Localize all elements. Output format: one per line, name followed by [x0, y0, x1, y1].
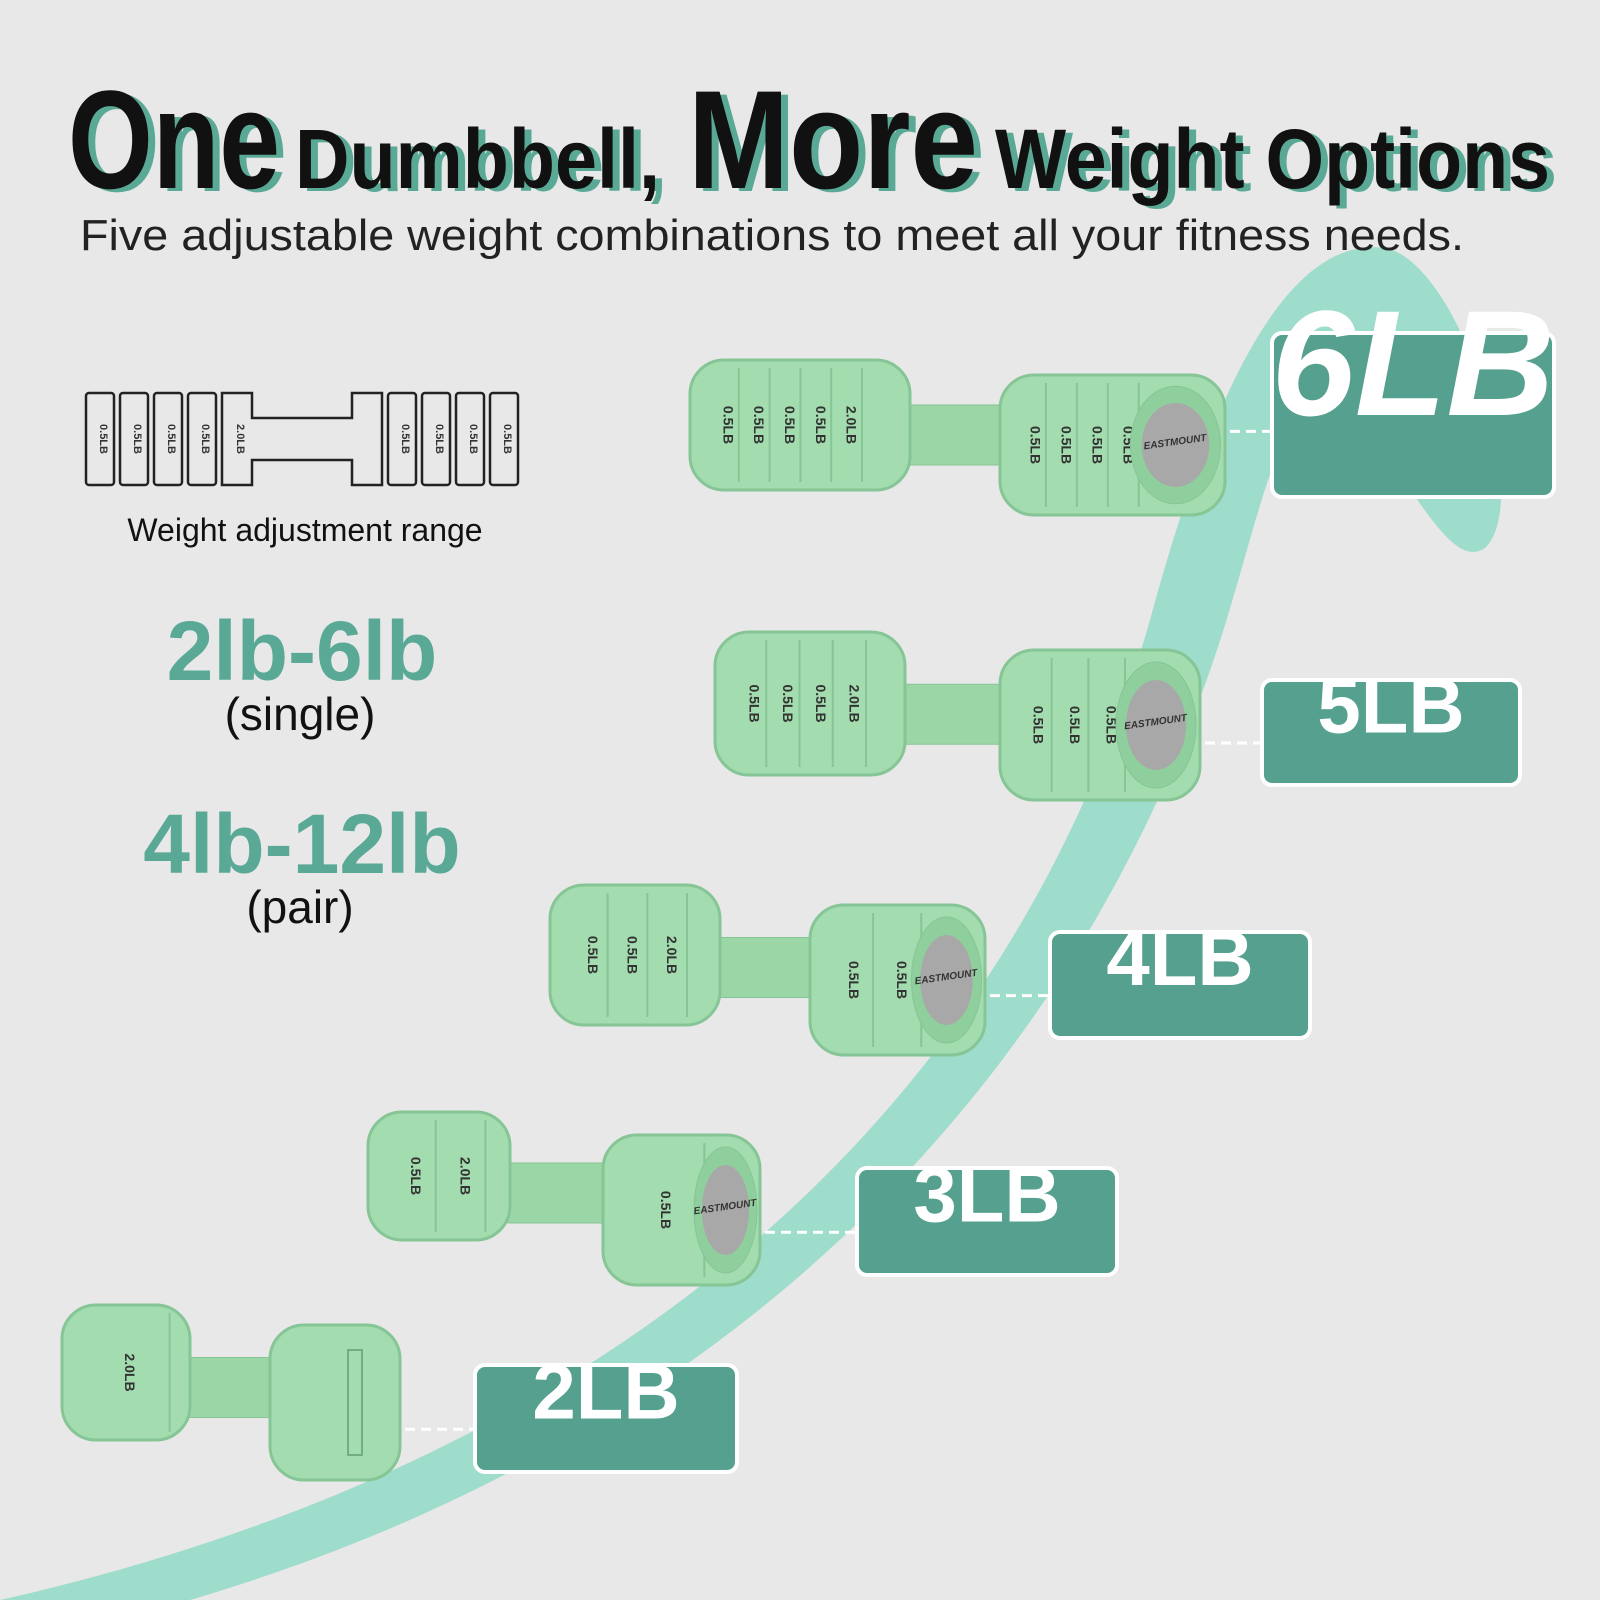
end-slot	[347, 1349, 363, 1456]
diagram-plate	[386, 391, 418, 487]
range-value: 2lb-6lb	[167, 604, 438, 698]
plate-label: 0.5LB	[751, 406, 767, 444]
dumbbell-left	[60, 1303, 192, 1442]
plate-label: 0.5LB	[782, 406, 798, 444]
plate-label: 2.0LB	[122, 1353, 138, 1391]
dumbbell-bar	[709, 937, 821, 998]
plate-label: 0.5LB	[1089, 426, 1105, 464]
plate-label: 0.5LB	[585, 936, 601, 974]
plate-label: 0.5LB	[467, 424, 479, 454]
weight-label: 6LB	[1271, 279, 1554, 447]
dumbbell-bar	[899, 404, 1011, 466]
plate-label: 0.5LB	[813, 684, 829, 722]
content: 0.5LB 0.5LB 0.5LB 0.5LB 2.0LB 0.5LB 0.5LB 0.5LB…	[60, 279, 1556, 1482]
plate-label: 0.5LB	[1030, 706, 1046, 744]
subtitle: Five adjustable weight combinations to m…	[80, 211, 1464, 260]
diagram-handle	[220, 391, 384, 487]
weight-box	[1260, 678, 1522, 787]
weight-label: 3LB	[913, 1151, 1060, 1239]
handle-label: 2.0LB	[234, 424, 246, 454]
plate-label: 0.5LB	[199, 424, 211, 454]
brand-disc	[1141, 403, 1210, 487]
plate-label: 0.5LB	[1067, 706, 1083, 744]
brand-disc	[701, 1165, 750, 1255]
plate-label: 2.0LB	[844, 406, 860, 444]
dumbbell-left	[548, 883, 722, 1027]
dumbbell-bar	[894, 683, 1011, 745]
brand-disc	[1126, 680, 1186, 770]
diagram-plate	[84, 391, 116, 487]
plate-label: 0.5LB	[780, 684, 796, 722]
range-note: (pair)	[246, 881, 353, 933]
weight-box	[473, 1363, 739, 1474]
weight-label: 5LB	[1317, 662, 1464, 750]
weight-box	[855, 1166, 1119, 1277]
dumbbell-left	[366, 1110, 512, 1242]
plate-label: 0.5LB	[1027, 426, 1043, 464]
diagram-plate	[152, 391, 184, 487]
plate-label: 0.5LB	[165, 424, 177, 454]
plate-label: 0.5LB	[747, 684, 763, 722]
plate-label: 0.5LB	[501, 424, 513, 454]
diagram-plate	[118, 391, 150, 487]
dumbbell-bar	[179, 1357, 281, 1418]
plate-label: 0.5LB	[894, 961, 910, 999]
plate-label: 0.5LB	[658, 1191, 674, 1229]
title-part: Weight Options	[995, 112, 1550, 206]
plate-label: 2.0LB	[846, 684, 862, 722]
range-value: 4lb-12lb	[143, 797, 460, 891]
title-part: One	[68, 61, 280, 218]
plate-label: 0.5LB	[625, 936, 641, 974]
plate-label: 2.0LB	[458, 1157, 474, 1195]
plate-label: 0.5LB	[97, 424, 109, 454]
dumbbell-right	[268, 1323, 402, 1482]
plate-label: 0.5LB	[399, 424, 411, 454]
diagram-plate	[420, 391, 452, 487]
title-part: Dumbbell,	[295, 112, 660, 206]
diagram-caption: Weight adjustment range	[127, 512, 482, 548]
plate-label: 0.5LB	[131, 424, 143, 454]
plate-label: 0.5LB	[813, 406, 829, 444]
dumbbell-left	[713, 630, 907, 777]
weight-label: 2LB	[532, 1348, 679, 1436]
plate-label: 0.5LB	[1104, 706, 1120, 744]
brand-disc	[920, 935, 973, 1025]
diagram-plate	[454, 391, 486, 487]
weight-label: 4LB	[1106, 914, 1253, 1002]
weight-box	[1270, 331, 1556, 499]
range-note: (single)	[225, 688, 376, 740]
plate-label: 0.5LB	[720, 406, 736, 444]
diagram-plate	[488, 391, 520, 487]
plate-label: 0.5LB	[846, 961, 862, 999]
plate-label: 0.5LB	[1058, 426, 1074, 464]
plate-label: 0.5LB	[408, 1157, 424, 1195]
title-part: More	[688, 61, 978, 218]
dumbbell-bar	[499, 1162, 614, 1224]
weight-box	[1048, 930, 1312, 1040]
diagram-plate	[186, 391, 218, 487]
plate-label: 0.5LB	[433, 424, 445, 454]
plate-label: 2.0LB	[664, 936, 680, 974]
